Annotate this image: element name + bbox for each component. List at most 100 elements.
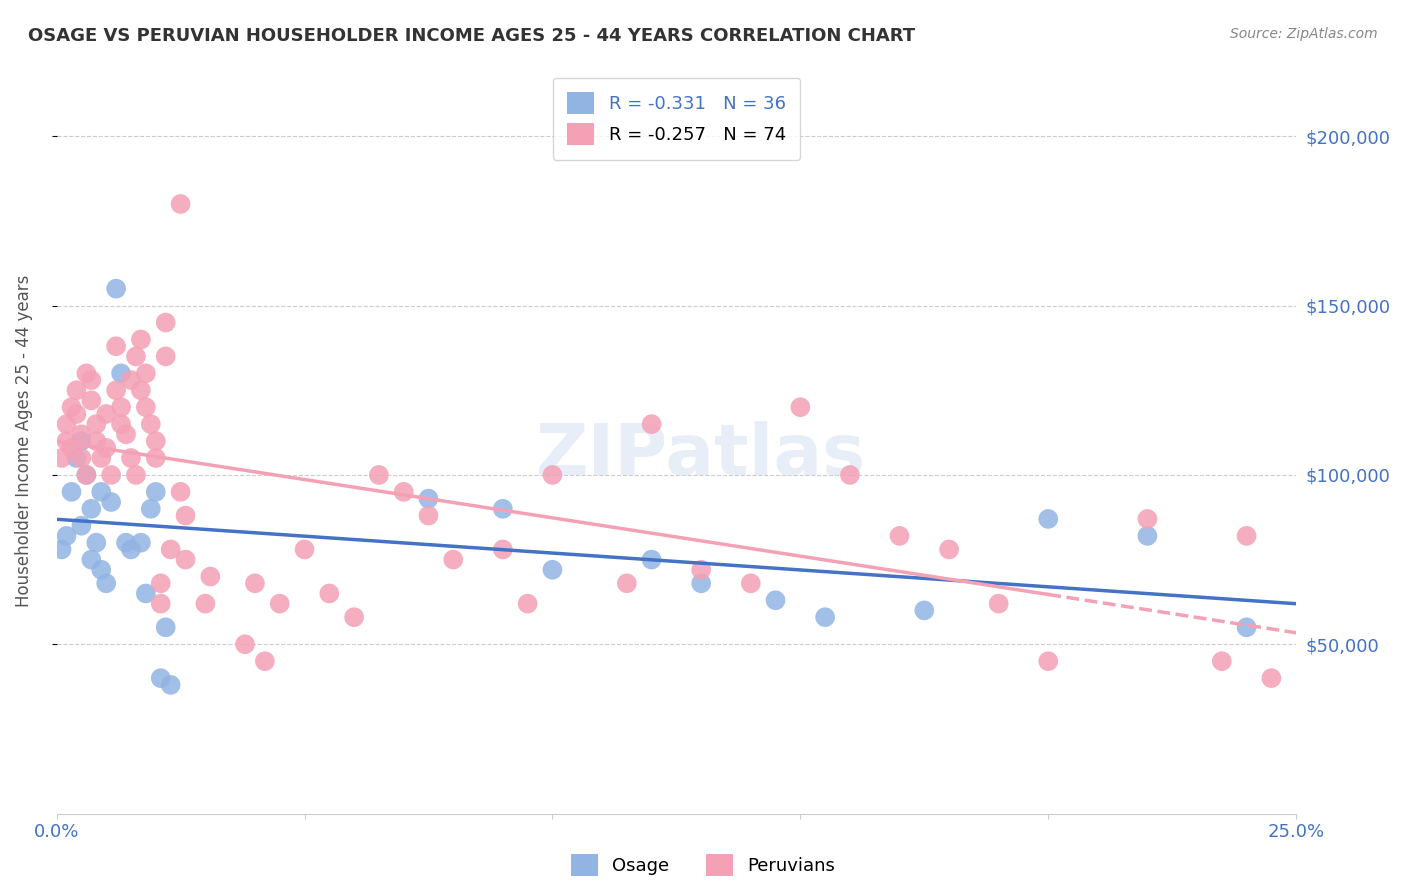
Point [616,576,638,591]
Point [100,467,122,482]
Point [1038,654,1060,668]
Point [70,434,93,448]
Point [765,593,787,607]
Point [60,400,83,414]
Point [139,417,162,431]
Point [84,535,107,549]
Text: ZIPatlas: ZIPatlas [536,421,866,491]
Point [65,384,87,398]
Point [318,586,340,600]
Point [690,576,713,591]
Point [110,417,132,431]
Point [253,654,276,668]
Point [492,542,515,557]
Point [135,586,157,600]
Point [640,552,662,566]
Point [115,427,138,442]
Point [84,434,107,448]
Point [80,501,103,516]
Point [418,508,440,523]
Point [110,367,132,381]
Point [125,350,148,364]
Point [1260,671,1282,685]
Point [174,552,197,566]
Point [105,339,128,353]
Point [838,467,860,482]
Point [96,576,118,591]
Point [740,576,762,591]
Point [70,450,93,465]
Point [75,467,97,482]
Point [155,350,177,364]
Point [65,407,87,421]
Point [96,407,118,421]
Point [115,535,138,549]
Point [60,484,83,499]
Point [129,535,152,549]
Point [60,441,83,455]
Point [392,484,415,499]
Point [155,620,177,634]
Point [75,367,97,381]
Point [912,603,935,617]
Point [80,552,103,566]
Point [194,597,217,611]
Point [889,529,911,543]
Point [70,518,93,533]
Point [135,367,157,381]
Legend: Osage, Peruvians: Osage, Peruvians [564,847,842,883]
Point [80,373,103,387]
Point [541,563,564,577]
Point [145,434,167,448]
Point [55,417,77,431]
Point [1136,529,1159,543]
Point [90,484,112,499]
Point [1038,512,1060,526]
Point [120,542,142,557]
Legend: R = -0.331   N = 36, R = -0.257   N = 74: R = -0.331 N = 36, R = -0.257 N = 74 [553,78,800,160]
Point [269,597,291,611]
Point [149,597,172,611]
Point [110,400,132,414]
Point [690,563,713,577]
Point [516,597,538,611]
Point [174,508,197,523]
Point [90,450,112,465]
Point [135,400,157,414]
Point [418,491,440,506]
Point [129,384,152,398]
Point [125,467,148,482]
Point [441,552,464,566]
Point [80,393,103,408]
Point [1236,620,1258,634]
Point [343,610,366,624]
Y-axis label: Householder Income Ages 25 - 44 years: Householder Income Ages 25 - 44 years [15,275,32,607]
Point [96,441,118,455]
Point [129,333,152,347]
Text: OSAGE VS PERUVIAN HOUSEHOLDER INCOME AGES 25 - 44 YEARS CORRELATION CHART: OSAGE VS PERUVIAN HOUSEHOLDER INCOME AGE… [28,27,915,45]
Point [367,467,389,482]
Point [1236,529,1258,543]
Point [139,501,162,516]
Point [155,316,177,330]
Point [65,450,87,465]
Point [51,450,73,465]
Point [145,450,167,465]
Point [149,576,172,591]
Point [169,197,191,211]
Point [105,282,128,296]
Point [938,542,960,557]
Point [105,384,128,398]
Point [120,450,142,465]
Point [100,495,122,509]
Point [200,569,222,583]
Point [541,467,564,482]
Point [243,576,266,591]
Point [1211,654,1233,668]
Point [149,671,172,685]
Point [159,678,181,692]
Point [120,373,142,387]
Point [169,484,191,499]
Point [233,637,256,651]
Point [75,467,97,482]
